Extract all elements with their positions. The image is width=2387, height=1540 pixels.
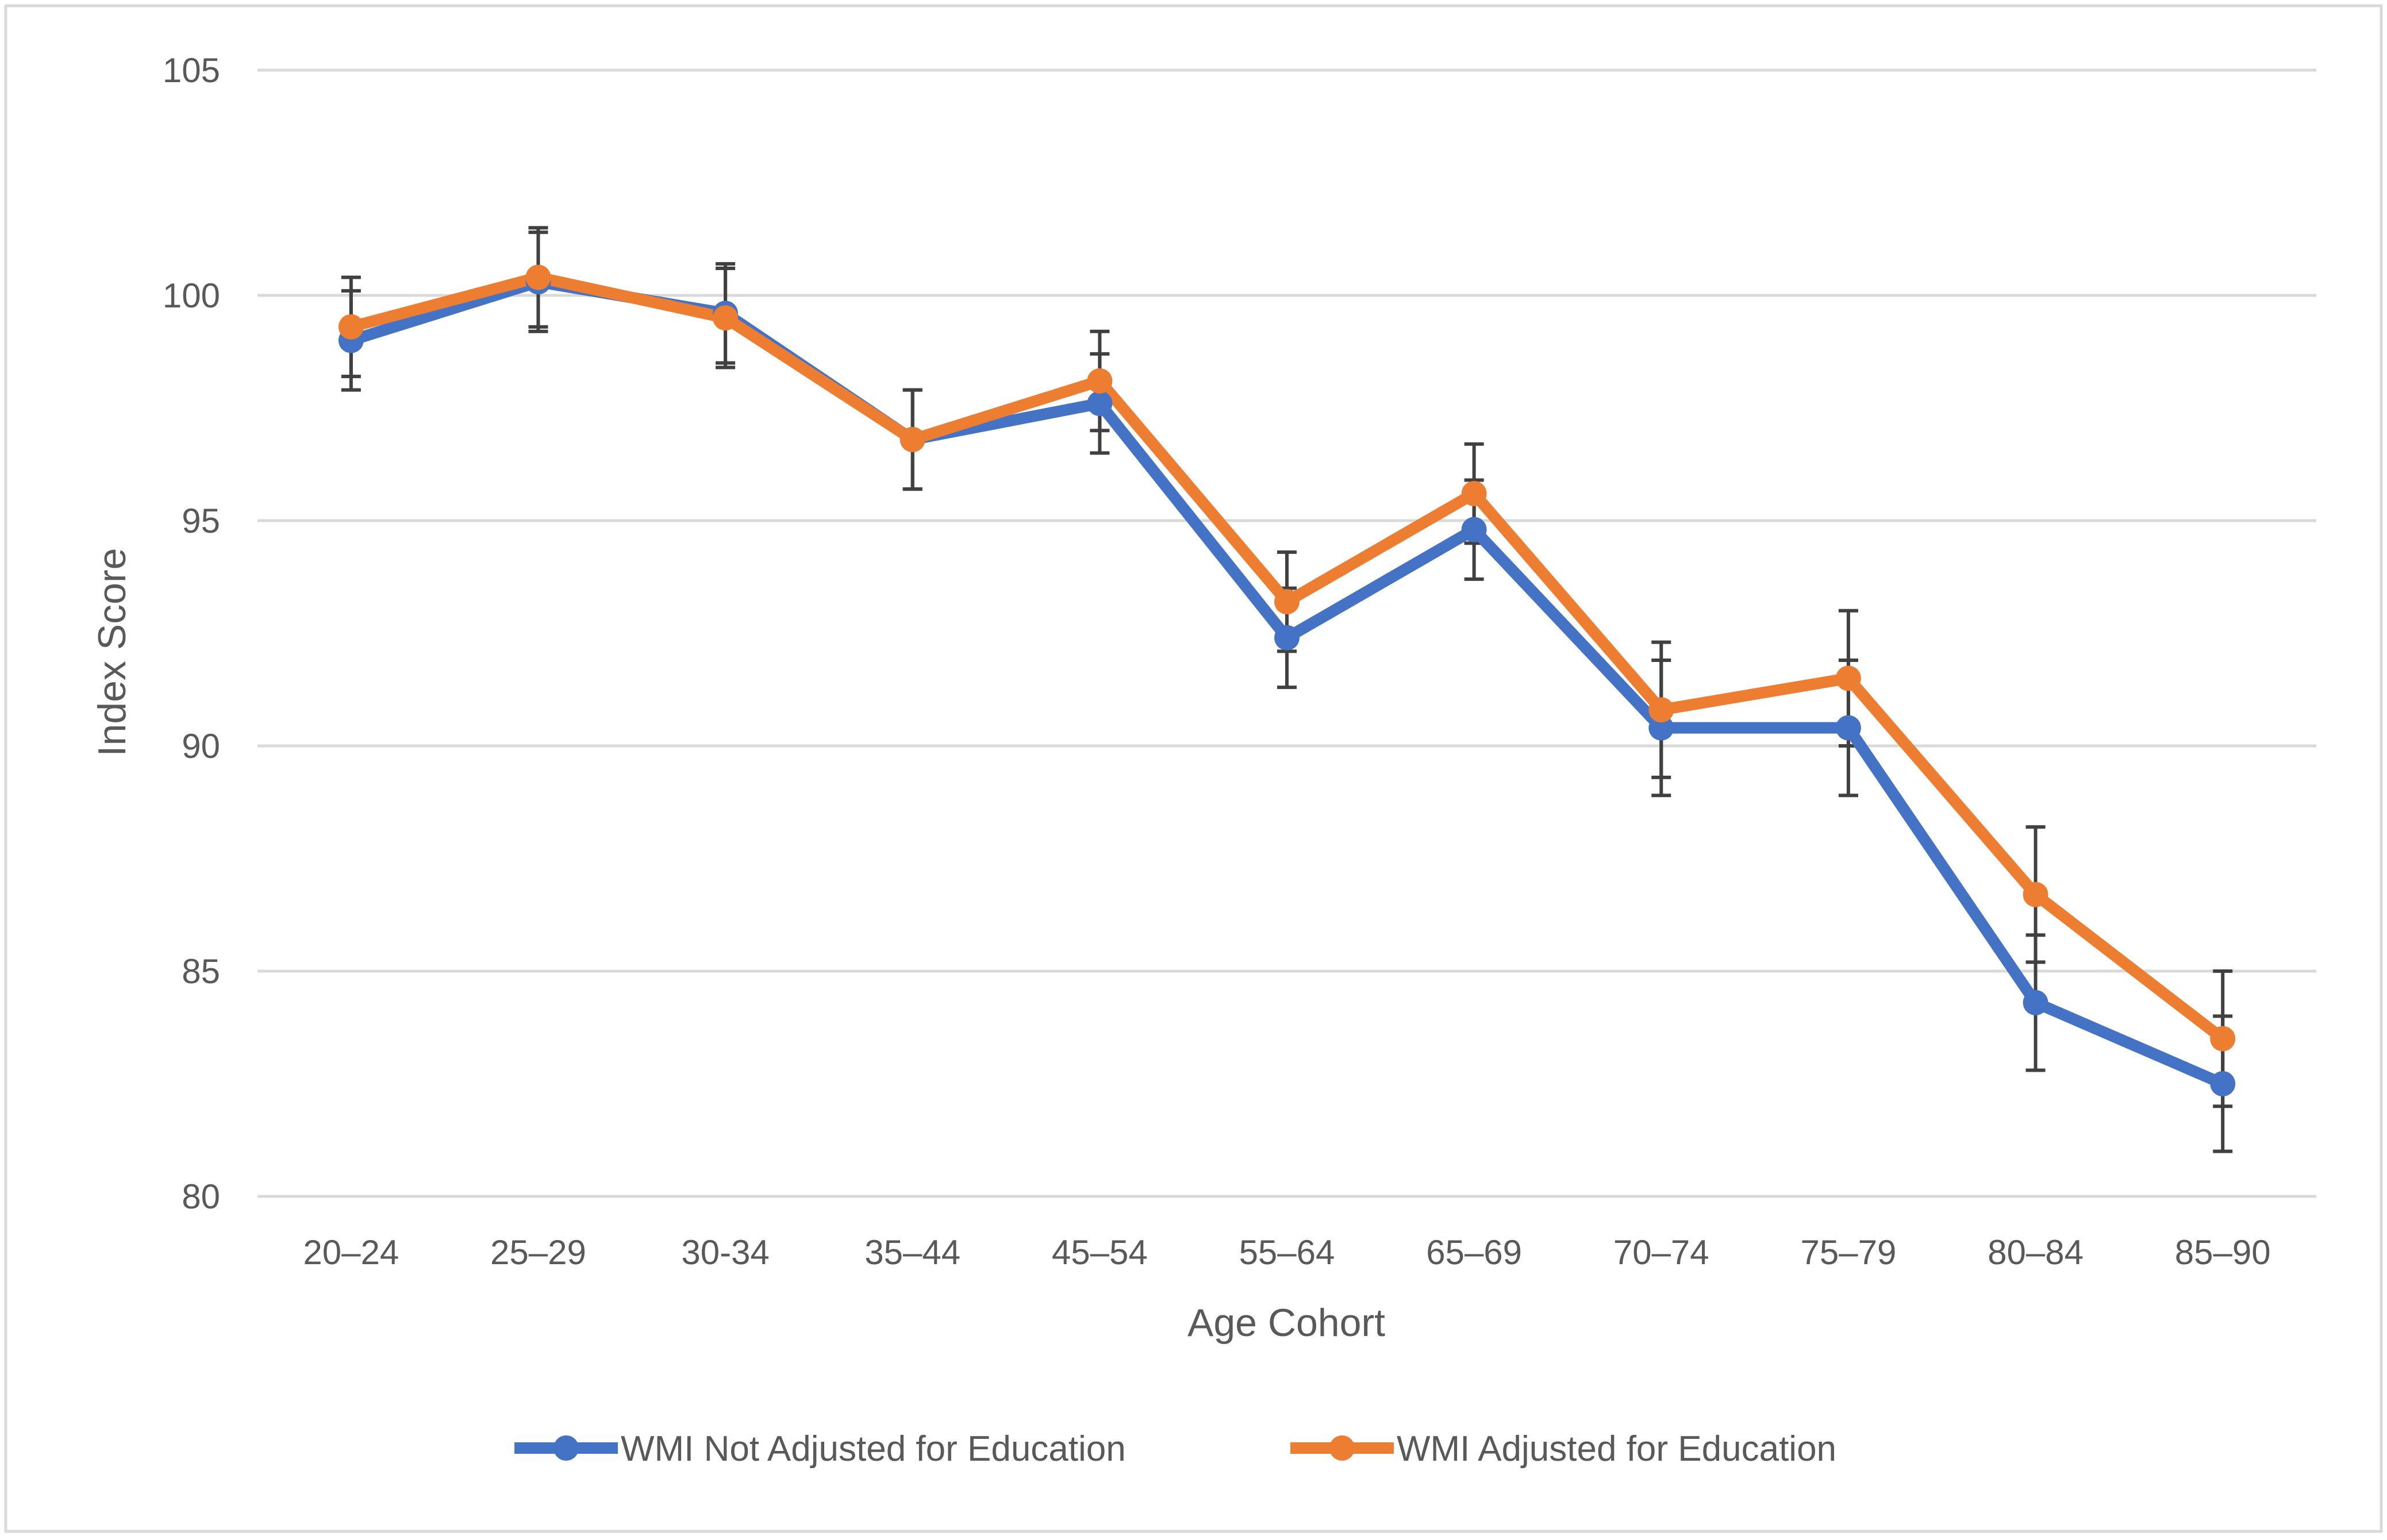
series-2-point [1461,480,1487,506]
y-axis-title: Index Score [90,548,134,757]
series-1-point [2210,1071,2236,1096]
series-1-point [1835,715,1861,741]
y-tick-label: 105 [163,51,220,90]
series-2-point [2210,1026,2236,1052]
legend-swatch-marker [1329,1435,1355,1461]
legend-label: WMI Adjusted for Education [1397,1429,1836,1469]
legend-item-2: WMI Adjusted for Education [1290,1429,1836,1469]
x-tick-label: 65–69 [1426,1233,1522,1272]
legend-item-1: WMI Not Adjusted for Education [514,1429,1126,1469]
x-tick-label: 25–29 [490,1233,586,1272]
series-2-point [338,314,364,340]
x-tick-label: 35–44 [864,1233,960,1272]
series-points [338,264,2236,1096]
series-1-point [2023,990,2048,1015]
x-tick-label: 45–54 [1052,1233,1148,1272]
y-axis-ticks: 80 85 90 95 100 105 [163,51,220,1216]
x-tick-label: 30-34 [681,1233,769,1272]
series-2-point [900,426,925,452]
series-2-point [525,264,551,290]
series-1-point [1461,517,1487,542]
x-axis-ticks: 20–24 25–29 30-34 35–44 45–54 55–64 65–69 70–74… [303,1233,2270,1272]
series-2-point [1274,589,1300,615]
series-1-point [1087,391,1113,417]
legend-swatch-marker [553,1435,579,1461]
series-2-point [2023,881,2048,907]
chart-border [4,4,2383,1533]
series-2-point [713,305,739,331]
series-2-point [1087,368,1113,394]
x-tick-label: 55–64 [1239,1233,1335,1272]
legend-label: WMI Not Adjusted for Education [621,1429,1126,1469]
series-1-point [1274,625,1300,650]
x-tick-label: 70–74 [1613,1233,1709,1272]
y-tick-label: 100 [163,276,220,315]
x-axis-title: Age Cohort [1187,1301,1385,1345]
x-tick-label: 80–84 [1988,1233,2084,1272]
x-tick-label: 20–24 [303,1233,399,1272]
series-2-point [1835,665,1861,691]
x-tick-label: 85–90 [2175,1233,2271,1272]
y-tick-label: 90 [182,727,220,765]
legend: WMI Not Adjusted for Education WMI Adjust… [514,1429,1836,1469]
y-tick-label: 80 [182,1177,220,1216]
series-2-point [1648,697,1674,723]
y-tick-label: 95 [182,502,220,540]
series-1-point [1648,715,1674,741]
x-tick-label: 75–79 [1800,1233,1896,1272]
y-tick-label: 85 [182,952,220,991]
